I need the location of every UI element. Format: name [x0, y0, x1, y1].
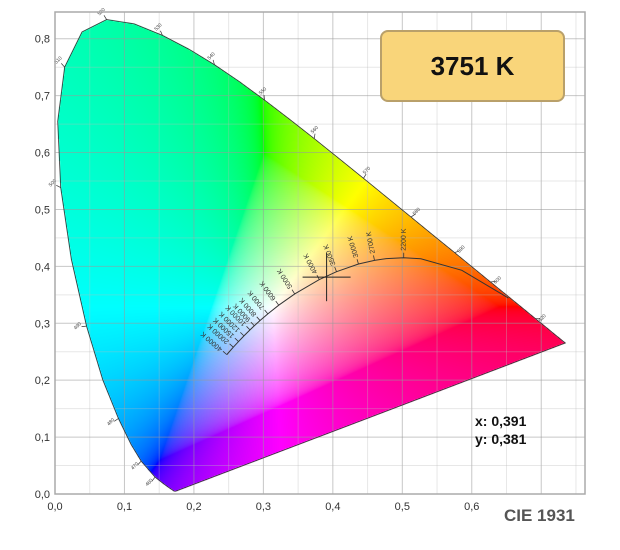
wavelength-label: 540 [206, 51, 216, 61]
wavelength-label: 560 [310, 125, 320, 135]
cct-tick [229, 343, 234, 348]
x-tick-label: 0,6 [464, 501, 479, 513]
wavelength-tick [410, 213, 416, 218]
cct-label: 2200 K [401, 228, 408, 251]
cct-label: 4000 K [303, 252, 320, 275]
y-tick-label: 0,0 [35, 489, 50, 501]
cct-tick [334, 266, 337, 272]
y-tick-label: 0,2 [35, 375, 50, 387]
wavelength-label: 600 [493, 275, 503, 285]
wavelength-tick [151, 476, 156, 482]
wavelength-label: 550 [258, 86, 268, 96]
cct-tick [291, 289, 296, 295]
y-tick-label: 0,8 [35, 34, 50, 46]
wavelength-label: 580 [412, 207, 422, 217]
y-tick-label: 0,5 [35, 204, 50, 216]
spectral-locus-outline [57, 19, 567, 492]
cct-tick [264, 309, 269, 315]
y-tick-label: 0,1 [35, 432, 50, 444]
cct-label: 5000 K [276, 267, 294, 290]
cct-label: 2700 K [366, 231, 377, 254]
y-readout: y: 0,381 [475, 431, 527, 447]
cct-tick [234, 337, 239, 342]
x-readout: x: 0,391 [475, 413, 527, 429]
cct-label: 6000 K [259, 279, 278, 301]
x-tick-label: 0,0 [47, 501, 62, 513]
wavelength-label: 500 [48, 178, 58, 188]
y-tick-label: 0,6 [35, 148, 50, 160]
plot-frame [54, 11, 586, 495]
x-tick-label: 0,5 [395, 501, 410, 513]
wavelength-label: 590 [456, 244, 466, 254]
cct-tick [275, 300, 280, 306]
x-tick-label: 0,4 [325, 501, 340, 513]
cct-tick [256, 316, 261, 321]
grid [55, 12, 585, 494]
wavelength-tick [160, 30, 163, 36]
wavelength-tick [313, 133, 316, 139]
wavelength-label: 490 [73, 321, 83, 331]
diagram-label: CIE 1931 [504, 506, 575, 525]
x-tick-label: 0,3 [256, 501, 271, 513]
cct-tick [240, 332, 245, 337]
x-tick-label: 0,2 [186, 501, 201, 513]
cct-label: 3500 K [323, 243, 338, 267]
wavelength-tick [212, 59, 215, 65]
wavelength-label: 620 [538, 313, 548, 323]
wavelength-tick [81, 325, 87, 327]
wavelength-tick [61, 63, 65, 68]
crosshair-marker [302, 253, 351, 302]
cct-badge: 3751 K [380, 30, 565, 102]
y-tick-label: 0,3 [35, 318, 50, 330]
cct-tick [222, 351, 228, 355]
cct-tick [246, 326, 251, 331]
spectral-locus: 4604704804905005105205305405505605705805… [48, 7, 567, 492]
cct-tick [356, 259, 359, 265]
wavelength-tick [56, 184, 61, 188]
coordinate-readout: x: 0,391 y: 0,381 [475, 412, 526, 448]
y-tick-label: 0,4 [35, 261, 50, 273]
axes: 0,0 0,1 0,2 0,3 0,4 0,5 0,6 0,0 0,1 0,2 0,3 0,4 0,5 0… [35, 11, 586, 513]
wavelength-tick [454, 250, 460, 253]
wavelength-tick [490, 281, 496, 283]
cct-tick [373, 255, 375, 261]
wavelength-tick [363, 173, 367, 179]
x-tick-label: 0,1 [117, 501, 132, 513]
wavelength-label: 480 [106, 417, 116, 427]
wavelength-label: 470 [130, 461, 140, 471]
wavelength-tick [137, 460, 142, 466]
wavelength-tick [103, 15, 107, 20]
y-tick-label: 0,7 [35, 91, 50, 103]
wavelength-label: 510 [53, 55, 63, 65]
cct-tick [250, 321, 255, 327]
wavelength-tick [114, 418, 119, 422]
wavelength-label: 570 [362, 166, 372, 176]
wavelength-label: 530 [153, 22, 163, 32]
wavelength-label: 460 [144, 478, 154, 488]
